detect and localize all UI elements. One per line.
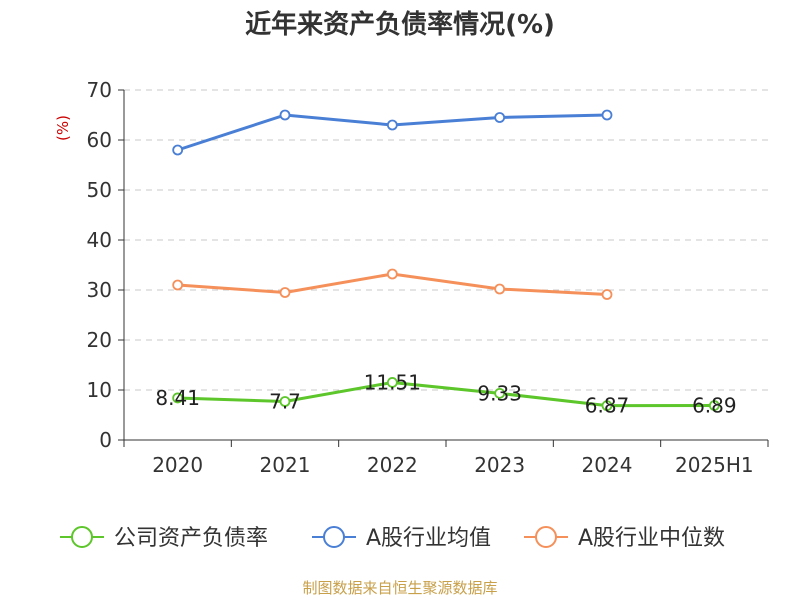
- data-point: [172, 392, 184, 404]
- data-point: [279, 109, 291, 121]
- data-point: [172, 279, 184, 291]
- data-point: [172, 144, 184, 156]
- data-point: [494, 112, 506, 123]
- data-point: [601, 289, 613, 300]
- x-tick-label: 2022: [367, 453, 418, 477]
- y-tick-label: 10: [87, 378, 112, 402]
- y-tick-label: 70: [87, 78, 112, 102]
- legend-label: A股行业中位数: [578, 526, 725, 551]
- data-point: [601, 109, 613, 121]
- data-label: 6.87: [585, 394, 630, 418]
- legend-item[interactable]: A股行业中位数: [524, 526, 725, 551]
- chart-title: 近年来资产负债率情况(%): [245, 10, 555, 40]
- data-label: 8.41: [155, 386, 200, 410]
- legend-label: 公司资产负债率: [114, 526, 268, 551]
- legend-label: A股行业均值: [366, 526, 491, 551]
- series-lines: [172, 109, 720, 412]
- legend-marker: [323, 526, 345, 548]
- data-point: [494, 283, 506, 295]
- data-labels: 8.41 7.7 11.51 9.33 6.87 6.89: [155, 370, 736, 417]
- y-tick-label: 20: [87, 328, 112, 352]
- data-point: [708, 400, 720, 411]
- y-tick-label: 40: [87, 228, 112, 252]
- data-label: 6.89: [692, 394, 737, 418]
- data-point: [386, 377, 398, 388]
- y-tick-label: 0: [99, 428, 112, 452]
- data-point: [494, 387, 506, 399]
- data-point: [386, 268, 398, 280]
- data-label: 7.7: [269, 390, 301, 414]
- legend-item[interactable]: 公司资产负债率: [60, 526, 268, 551]
- x-tick-label: 2021: [260, 453, 311, 477]
- grid-lines: [124, 89, 768, 391]
- legend-marker: [535, 526, 557, 548]
- data-point: [279, 396, 291, 407]
- legend[interactable]: 公司资产负债率 A股行业均值 A股行业中位数: [60, 526, 725, 551]
- axes: 0 10 20 30 40 50 60 70 2020 2021 2022 2023 2024 2025H…: [54, 78, 769, 477]
- legend-item[interactable]: A股行业均值: [312, 526, 491, 551]
- data-label: 11.51: [364, 370, 421, 394]
- y-tick-label: 60: [87, 128, 112, 152]
- data-label: 9.33: [477, 381, 522, 405]
- y-axis-unit: (%): [54, 115, 72, 141]
- data-point: [386, 119, 398, 131]
- data-point: [601, 400, 613, 412]
- x-tick-label: 2020: [152, 453, 203, 477]
- data-point: [279, 287, 291, 298]
- x-tick-label: 2023: [474, 453, 525, 477]
- y-tick-label: 30: [87, 278, 112, 302]
- source-note: 制图数据来自恒生聚源数据库: [302, 579, 498, 597]
- series-line: [177, 380, 715, 408]
- x-tick-label: 2025H1: [675, 453, 754, 477]
- x-tick-label: 2024: [582, 453, 633, 477]
- y-tick-label: 50: [87, 178, 112, 202]
- legend-marker: [71, 526, 93, 548]
